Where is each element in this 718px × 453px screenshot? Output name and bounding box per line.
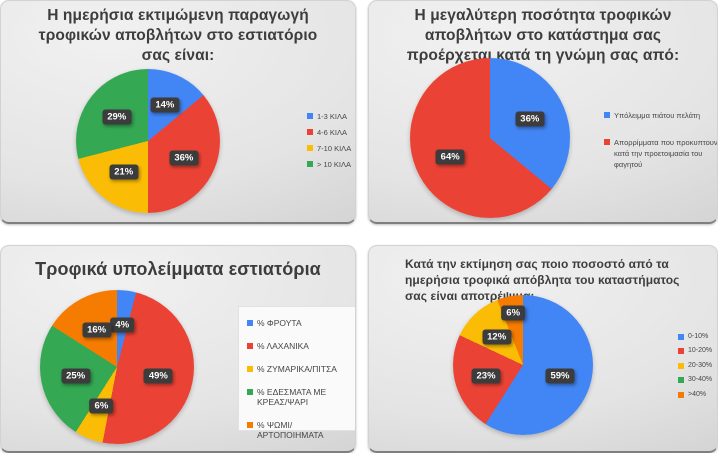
legend-label: 4-6 ΚΙΛΑ <box>317 128 348 137</box>
legend-item: 10-20% <box>678 347 717 355</box>
chart-panel-restaurant-leftovers: Τροφικά υπολείμματα εστιατόρια 4% 49% 6% 25… <box>0 245 356 453</box>
legend-color-swatch-icon <box>247 343 253 350</box>
chart-legend: % ΦΡΟΥΤΑ % ΛΑΧΑΝΙΚΑ % ΖΥΜΑΡΙΚΑ/ΠΙΤΣΑ % ΕΔΕΣ… <box>238 306 355 440</box>
legend-item: Απορρίμματα που προκυπτουν κατά την προε… <box>604 137 718 171</box>
legend-item: % ΦΡΟΥΤΑ <box>247 318 352 328</box>
legend-color-swatch-icon <box>604 138 610 145</box>
chart-panel-daily-waste-production: Η ημερήσια εκτιμώμενη παραγωγή τροφικών … <box>0 0 356 224</box>
legend-color-swatch-icon <box>678 391 684 398</box>
legend-color-swatch-icon <box>307 113 313 119</box>
pie-chart <box>410 58 570 218</box>
pie-chart <box>76 69 220 213</box>
chart-legend: 0-10% 10-20% 20-30% 30-40% >40% <box>678 333 717 405</box>
legend-color-swatch-icon <box>247 366 253 373</box>
chart-title: Η μεγαλύτερη ποσότητα τροφικών αποβλήτων… <box>406 7 680 64</box>
legend-label: 30-40% <box>688 376 713 384</box>
legend-item: 7-10 ΚΙΛΑ <box>307 144 355 153</box>
chart-title: Κατά την εκτίμηση σας ποιο ποσοστό από τ… <box>405 257 680 304</box>
legend-label: 1-3 ΚΙΛΑ <box>317 112 348 121</box>
legend-label: % ΦΡΟΥΤΑ <box>257 318 302 328</box>
legend-label: 20-30% <box>688 361 713 369</box>
legend-color-swatch-icon <box>678 377 684 384</box>
legend-color-swatch-icon <box>307 129 313 135</box>
legend-label: % ΛΑΧΑΝΙΚΑ <box>257 341 309 352</box>
chart-title: Η ημερήσια εκτιμώμενη παραγωγή τροφικών … <box>38 7 318 64</box>
legend-color-swatch-icon <box>247 422 253 429</box>
legend-item: Υπόλειμμα πιάτου πελάτη <box>604 111 717 122</box>
legend-item: % ΖΥΜΑΡΙΚΑ/ΠΙΤΣΑ <box>247 364 352 374</box>
pie-chart <box>453 295 593 435</box>
legend-item: 30-40% <box>678 376 717 384</box>
legend-color-swatch-icon <box>247 389 253 396</box>
legend-label: % ΖΥΜΑΡΙΚΑ/ΠΙΤΣΑ <box>257 364 337 375</box>
legend-label: Απορρίμματα που προκυπτουν κατά την προε… <box>614 137 718 169</box>
legend-label: > 10 ΚΙΛΑ <box>317 160 351 169</box>
pie-chart <box>40 290 194 444</box>
legend-color-swatch-icon <box>678 334 684 340</box>
chart-legend: Υπόλειμμα πιάτου πελάτη Απορρίμματα που π… <box>604 111 718 171</box>
legend-label: 7-10 ΚΙΛΑ <box>317 144 352 153</box>
legend-label: % ΕΔΕΣΜΑΤΑ ΜΕ ΚΡΕΑΣ/ΨΑΡΙ <box>257 387 327 408</box>
legend-label: Υπόλειμμα πιάτου πελάτη <box>614 111 701 120</box>
chart-panel-waste-source: Η μεγαλύτερη ποσότητα τροφικών αποβλήτων… <box>368 0 718 224</box>
legend-color-swatch-icon <box>307 145 313 151</box>
legend-color-swatch-icon <box>604 112 610 118</box>
legend-color-swatch-icon <box>678 362 684 369</box>
legend-label: % ΨΩΜΙ/ΑΡΤΟΠΟΙΗΜΑΤΑ <box>257 420 324 441</box>
legend-color-swatch-icon <box>247 320 253 326</box>
chart-panel-avoidable-waste-percentage: Κατά την εκτίμηση σας ποιο ποσοστό από τ… <box>368 245 718 453</box>
chart-legend: 1-3 ΚΙΛΑ 4-6 ΚΙΛΑ 7-10 ΚΙΛΑ > 10 ΚΙΛΑ <box>307 112 355 176</box>
legend-item: % ΛΑΧΑΝΙΚΑ <box>247 341 352 351</box>
legend-color-swatch-icon <box>678 348 684 355</box>
legend-item: >40% <box>678 390 717 399</box>
legend-label: 10-20% <box>688 347 713 355</box>
chart-title: Τροφικά υπολείμματα εστιατόρια <box>35 259 321 279</box>
legend-color-swatch-icon <box>307 161 313 167</box>
legend-item: > 10 ΚΙΛΑ <box>307 160 355 169</box>
legend-item: 4-6 ΚΙΛΑ <box>307 128 355 137</box>
legend-item: 20-30% <box>678 361 717 370</box>
legend-item: % ΨΩΜΙ/ΑΡΤΟΠΟΙΗΜΑΤΑ <box>247 420 352 440</box>
legend-label: 0-10% <box>688 333 709 340</box>
legend-label: >40% <box>688 390 707 398</box>
legend-item: 1-3 ΚΙΛΑ <box>307 112 355 121</box>
legend-item: % ΕΔΕΣΜΑΤΑ ΜΕ ΚΡΕΑΣ/ΨΑΡΙ <box>247 387 352 407</box>
legend-item: 0-10% <box>678 333 717 341</box>
